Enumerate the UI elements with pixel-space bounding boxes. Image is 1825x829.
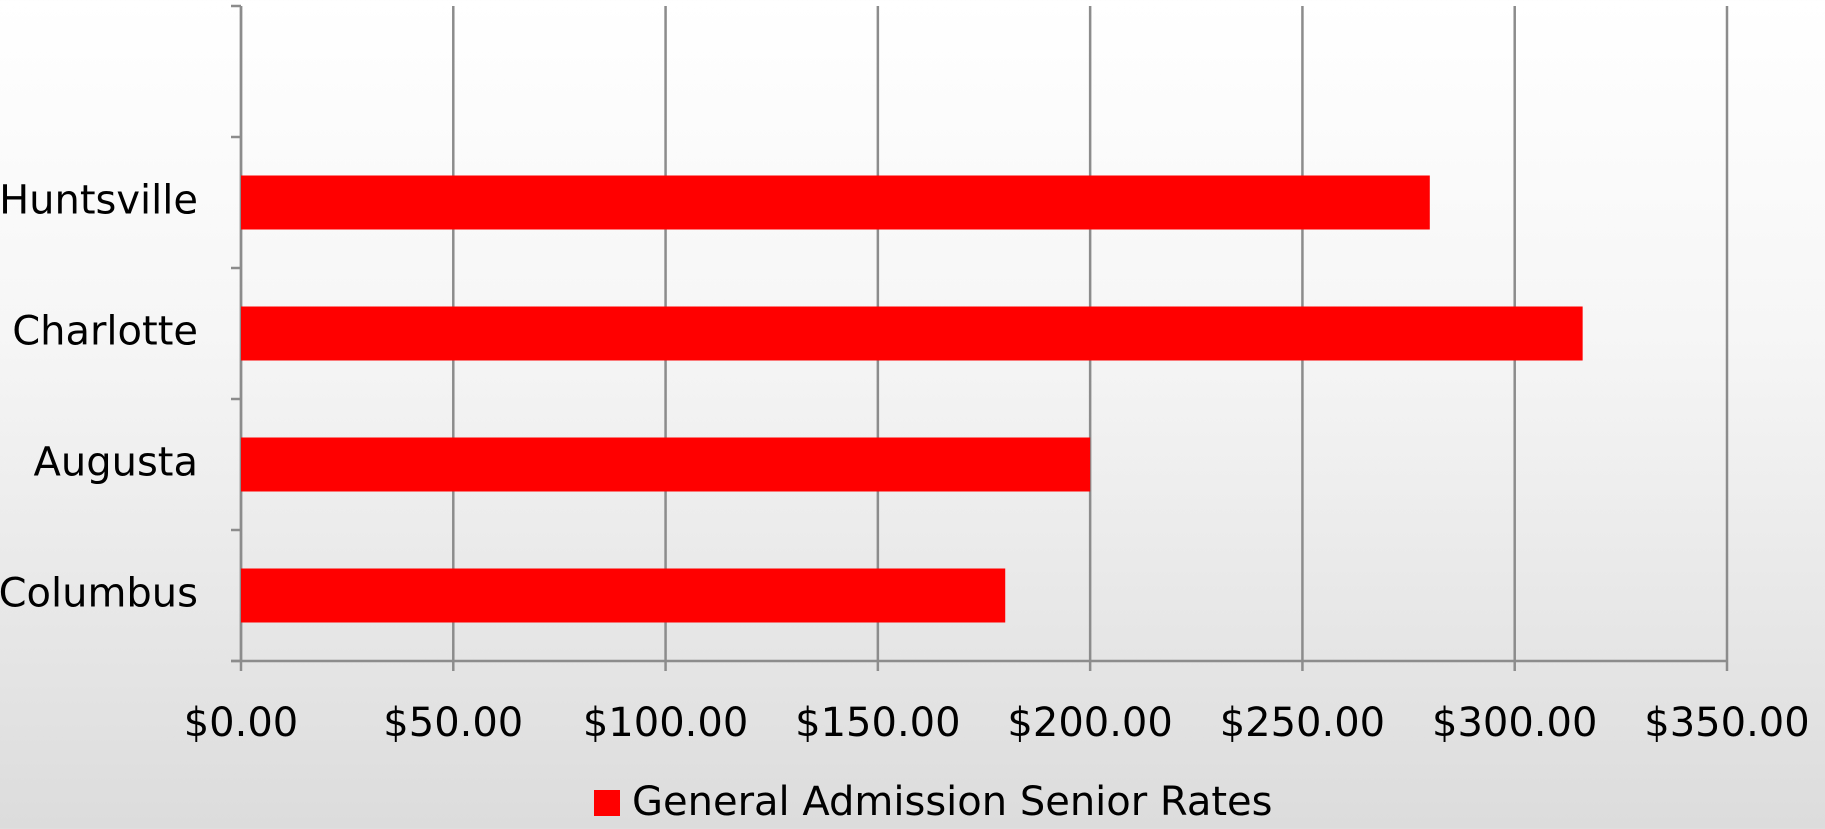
- x-tick-label: $50.00: [383, 700, 523, 746]
- x-tick-label: $350.00: [1644, 700, 1809, 746]
- y-tick-label: Charlotte: [12, 309, 198, 355]
- x-tick-label: $250.00: [1220, 700, 1385, 746]
- x-tick-label: $200.00: [1007, 700, 1172, 746]
- legend-swatch: [594, 790, 620, 816]
- bar: [241, 306, 1583, 361]
- legend-label: General Admission Senior Rates: [632, 779, 1272, 825]
- y-tick-label: Huntsville: [0, 178, 198, 224]
- x-tick-label: $150.00: [795, 700, 960, 746]
- x-tick-label: $0.00: [184, 700, 299, 746]
- bar: [241, 568, 1006, 623]
- bar: [241, 175, 1430, 230]
- x-tick-label: $300.00: [1432, 700, 1597, 746]
- bar: [241, 437, 1091, 492]
- y-tick-label: Columbus: [0, 571, 198, 617]
- y-tick-label: Augusta: [34, 440, 199, 486]
- x-tick-label: $100.00: [583, 700, 748, 746]
